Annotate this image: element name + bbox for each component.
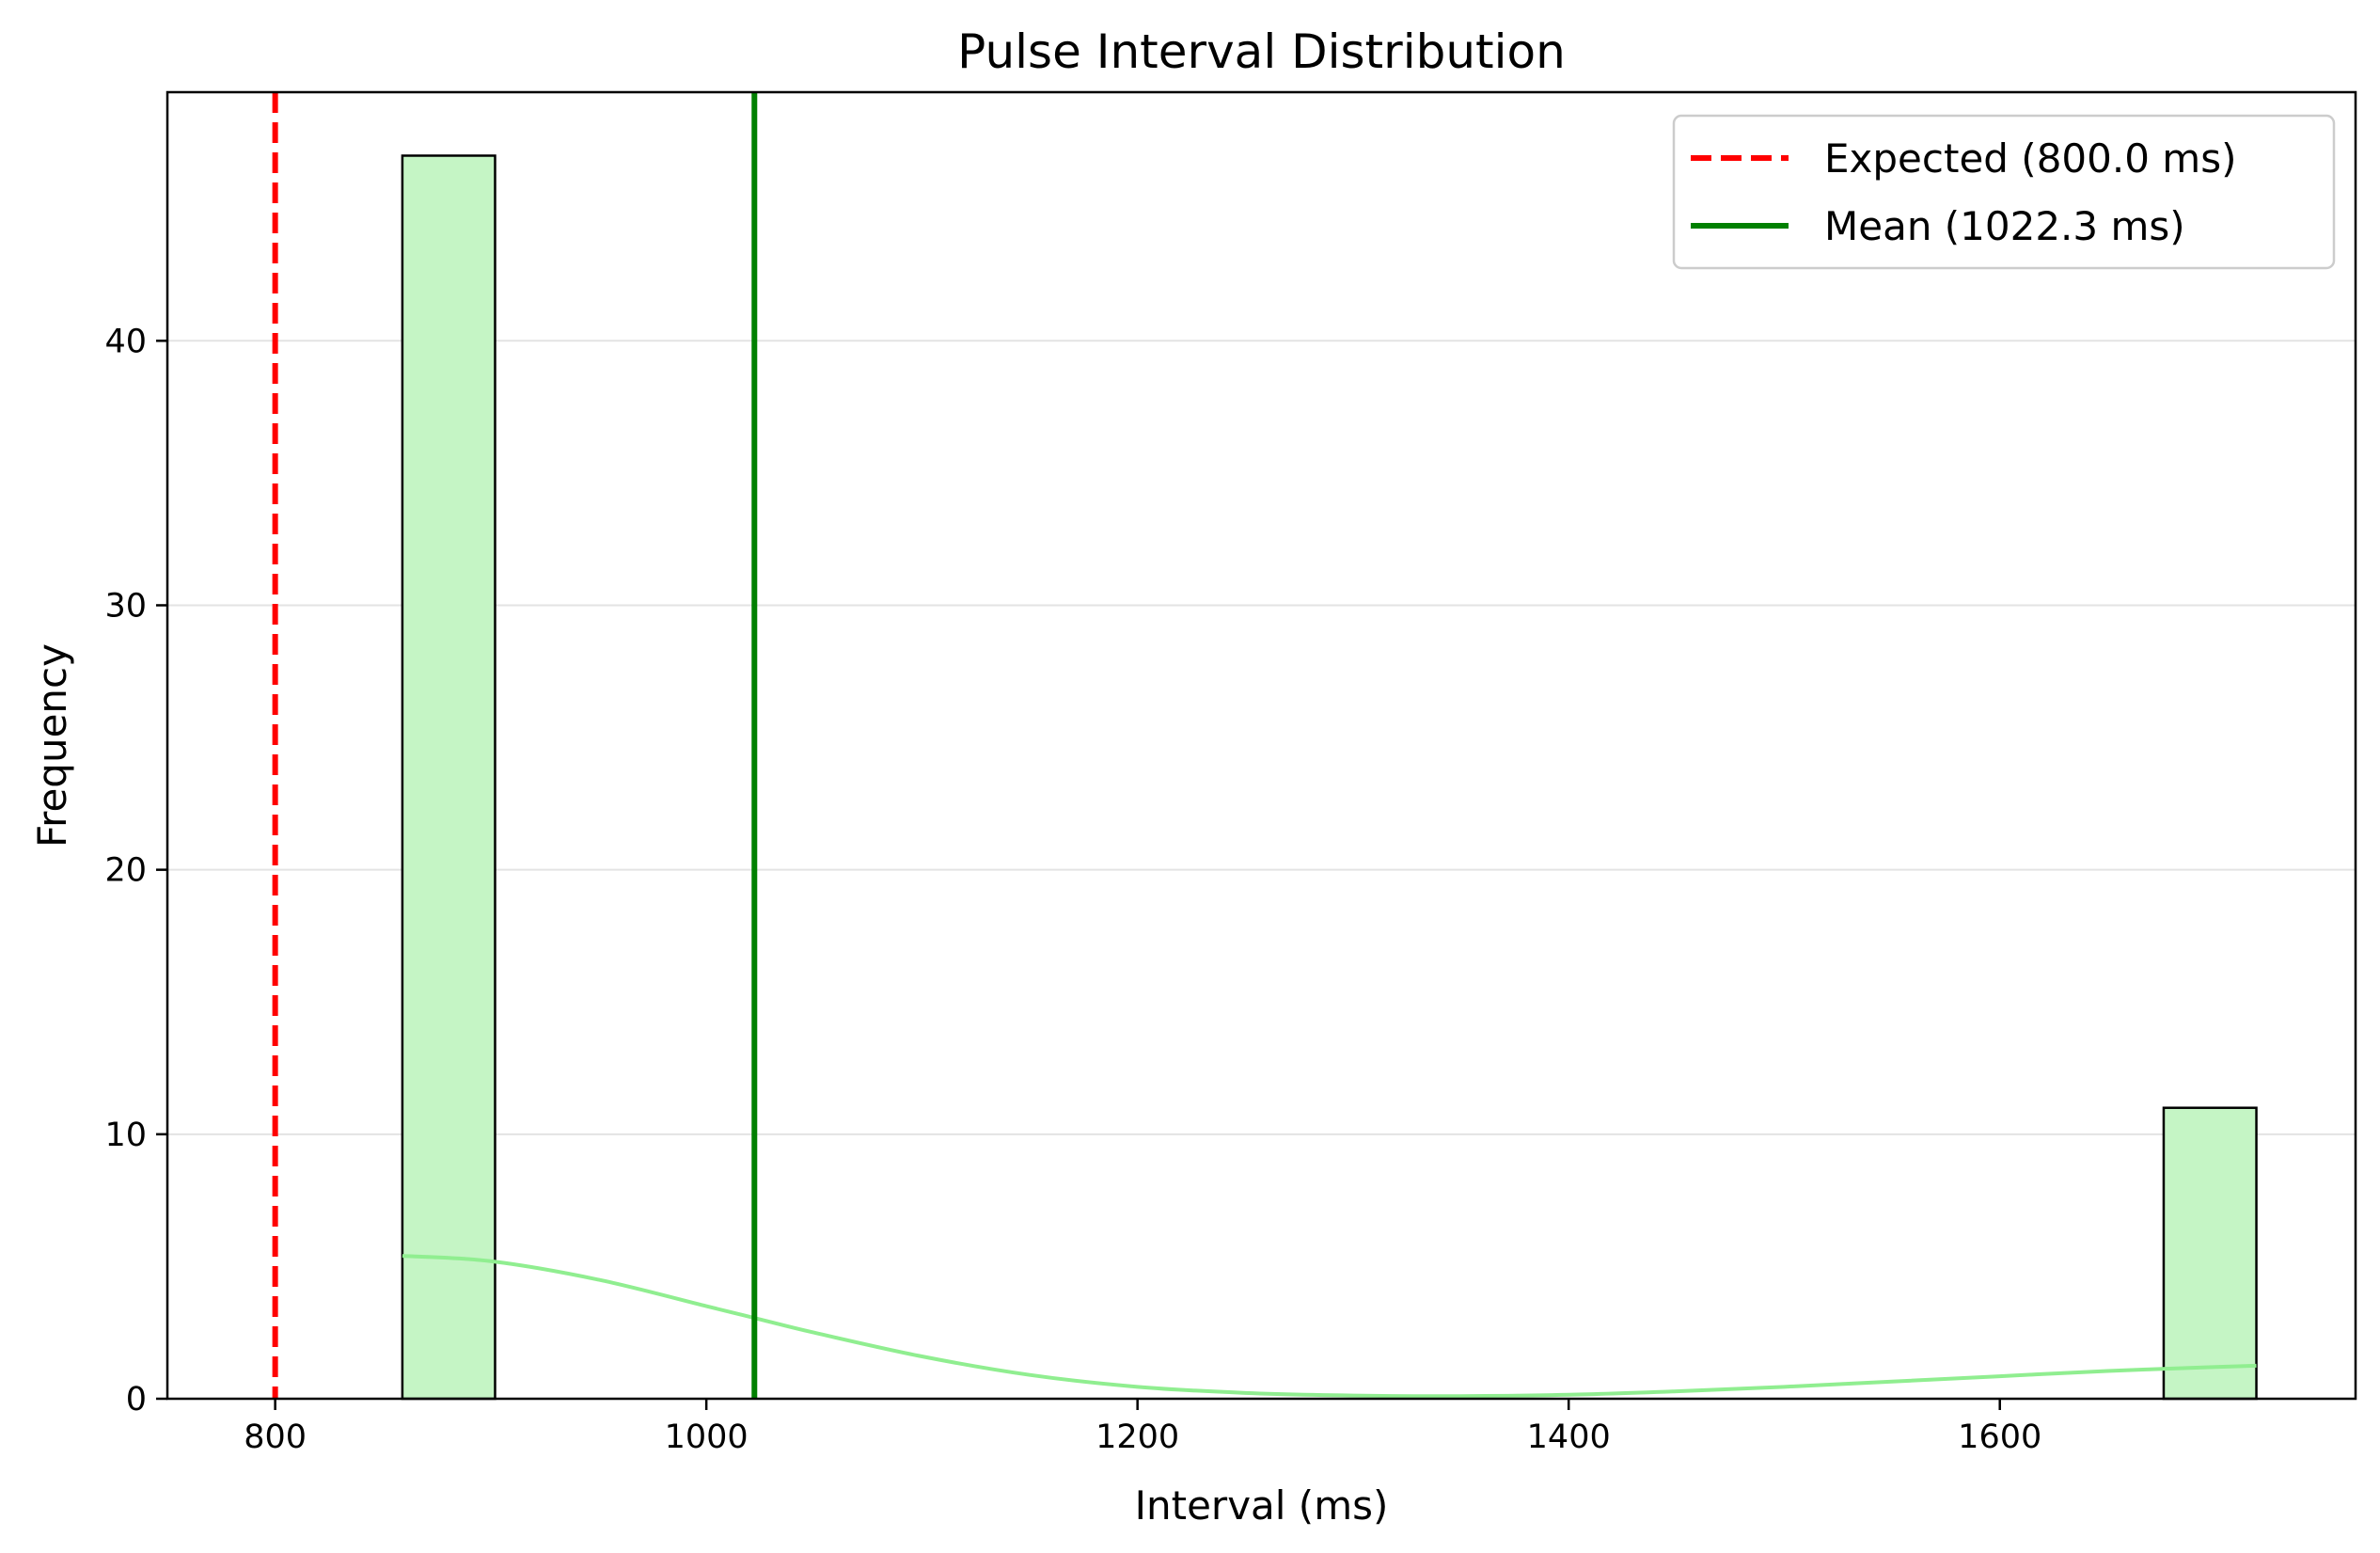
y-tick-label: 0 [126, 1381, 147, 1418]
x-tick-label: 800 [244, 1418, 307, 1456]
grid-lines [167, 340, 2356, 1135]
x-tick-label: 1200 [1095, 1418, 1179, 1456]
legend: Expected (800.0 ms) Mean (1022.3 ms) [1672, 114, 2336, 270]
x-tick-label: 1600 [1958, 1418, 2041, 1456]
y-axis-ticks: 0 10 20 30 40 [104, 323, 167, 1418]
histogram-bar [2162, 1106, 2258, 1401]
y-axis-label: Frequency [29, 643, 75, 848]
y-tick-label: 30 [104, 587, 147, 625]
plot-frame [165, 90, 2357, 1401]
legend-box [1672, 114, 2336, 270]
chart-title: Pulse Interval Distribution [957, 24, 1566, 79]
legend-mean-label: Mean (1022.3 ms) [1824, 203, 2185, 249]
histogram-bar [401, 154, 496, 1401]
y-tick-label: 40 [104, 323, 147, 360]
x-axis-label: Interval (ms) [1135, 1482, 1389, 1529]
y-tick-label: 10 [104, 1117, 147, 1154]
kde-curve-group [402, 1254, 2257, 1399]
x-tick-label: 1400 [1527, 1418, 1611, 1456]
reference-lines [272, 92, 758, 1399]
kde-curve [402, 1254, 2257, 1399]
x-axis-ticks: 800 1000 1200 1400 1600 [244, 1399, 2041, 1456]
legend-expected-label: Expected (800.0 ms) [1824, 135, 2236, 182]
x-tick-label: 1000 [665, 1418, 749, 1456]
y-tick-label: 20 [104, 852, 147, 890]
